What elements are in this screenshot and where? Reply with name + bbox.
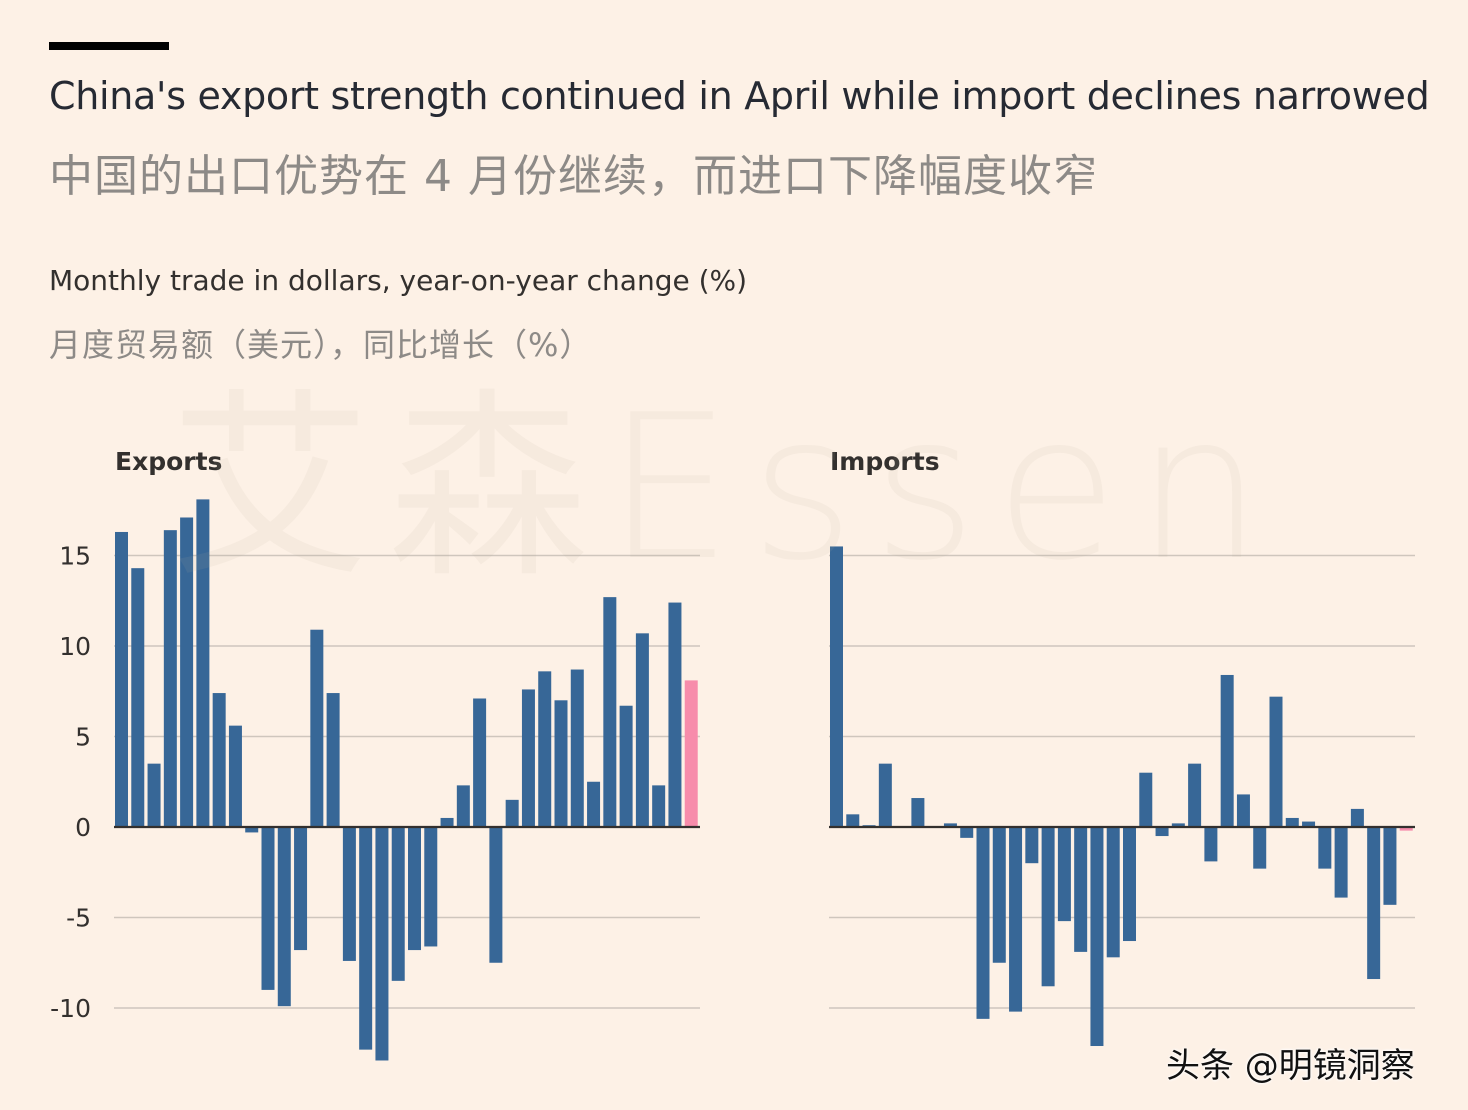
exports-bar [440,817,454,827]
imports-bar [1123,827,1136,942]
exports-bar [489,827,503,963]
exports-bar [228,725,242,827]
imports-bar [1367,827,1381,980]
imports-bar [846,814,860,827]
exports-panel-title: Exports [115,447,222,476]
y-tick-label: 5 [75,723,91,752]
y-tick-label: -5 [66,904,91,933]
imports-bar [1253,827,1267,869]
exports-bar [391,827,405,981]
imports-bar [976,827,990,1019]
y-tick-label: -10 [50,994,91,1023]
exports-bar [424,827,438,947]
chart-title: China's export strength continued in Apr… [49,74,1430,118]
imports-panel-title: Imports [830,447,940,476]
imports-bar [878,763,892,827]
chart-title-chinese: 中国的出口优势在 4 月份继续，而进口下降幅度收窄 [49,151,1098,202]
imports-bar [1057,827,1071,922]
imports-bar [830,546,843,827]
imports-bar [1139,772,1153,827]
accent-rule [49,42,169,50]
exports-bar [131,568,145,827]
imports-bar [1041,827,1055,987]
imports-bar [1009,827,1023,1012]
exports-bar [652,785,666,827]
exports-bar [359,827,373,1050]
exports-bar [277,827,291,1007]
exports-bar [375,827,389,1061]
imports-bar [1318,827,1332,869]
y-tick-label: 10 [59,632,91,661]
chart-subtitle-chinese: 月度贸易额（美元），同比增长（%） [49,326,593,364]
exports-bar [310,629,324,827]
exports-bar [684,680,698,827]
exports-bar [408,827,421,951]
exports-bar [196,499,210,827]
exports-bar [245,827,259,833]
imports-bar [1090,827,1104,1047]
imports-bar [1334,827,1348,898]
imports-bar [1350,808,1364,827]
exports-bar [261,827,275,990]
imports-bar [1285,817,1299,827]
imports-bar [1155,827,1169,837]
imports-bar [1025,827,1039,864]
exports-bar [456,785,470,827]
imports-bar [1302,821,1316,827]
imports-bar [1399,827,1413,831]
chart-subtitle: Monthly trade in dollars, year-on-year c… [49,264,748,297]
imports-bar [960,827,974,838]
imports-bar [1383,827,1397,905]
y-tick-label: 0 [75,813,91,842]
imports-bar [1236,794,1250,827]
y-tick-label: 15 [59,542,91,571]
imports-bar [1188,763,1202,827]
imports-bar [1074,827,1088,952]
exports-bar [115,531,128,827]
source-credit: 头条 @明镜洞察 [1166,1046,1415,1086]
exports-bar [147,763,161,827]
exports-bar [521,689,535,827]
imports-bar [911,798,925,827]
exports-bar [473,698,487,827]
imports-bar [1269,696,1283,827]
exports-bar [570,669,584,827]
exports-bar [554,700,568,827]
imports-bar [1220,674,1234,827]
exports-bar [587,781,601,827]
exports-bar [635,633,649,827]
imports-bar [1204,827,1218,862]
exports-bar [212,693,226,827]
exports-bar [294,827,308,951]
exports-bar [603,597,617,827]
exports-bar [538,671,552,827]
exports-bar [668,602,682,827]
exports-bar [619,705,633,827]
imports-bar [943,823,957,827]
imports-bar [1106,827,1120,958]
imports-bar [992,827,1006,963]
imports-bar [1171,823,1185,827]
exports-bar [326,693,340,827]
exports-bar [163,530,177,827]
exports-bar [505,799,519,827]
exports-bar [180,517,194,827]
exports-bar [342,827,356,961]
